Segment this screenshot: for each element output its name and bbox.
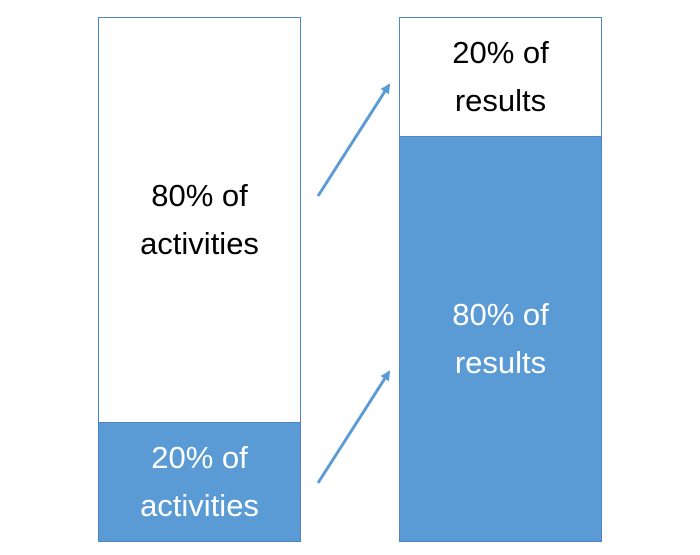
activities-80-segment: 80% of activities (99, 18, 300, 422)
activities-20-label: 20% of activities (140, 440, 259, 523)
results-80-label: 80% of results (452, 297, 549, 380)
activities-20-segment: 20% of activities (99, 422, 300, 541)
arrow-upper-icon (316, 83, 391, 197)
arrow-lower-icon (316, 370, 391, 484)
activities-bar: 80% of activities 20% of activities (98, 17, 301, 542)
results-20-segment: 20% of results (400, 18, 601, 136)
activities-80-label: 80% of activities (140, 178, 259, 261)
results-bar: 20% of results 80% of results (399, 17, 602, 542)
results-20-label: 20% of results (452, 35, 549, 118)
results-80-segment: 80% of results (400, 136, 601, 541)
